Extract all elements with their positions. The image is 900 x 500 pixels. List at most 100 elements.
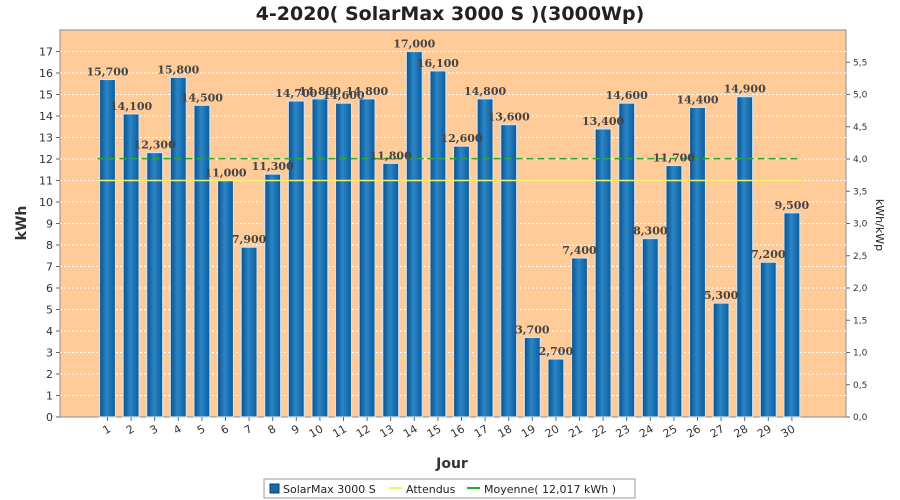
data-label: 14,100: [110, 100, 152, 113]
legend: SolarMax 3000 S Attendus Moyenne( 12,017…: [263, 478, 636, 499]
bar: [334, 102, 353, 418]
x-tick-label: 20: [543, 422, 562, 440]
bar: [146, 151, 164, 418]
x-tick-label: 6: [218, 422, 231, 437]
y2-tick-label: 1,5: [853, 316, 867, 326]
x-tick-label: 4: [171, 422, 184, 437]
data-label: 14,900: [724, 83, 766, 96]
data-labels: 15,700 14,100 12,300 15,800 14,500 11,000 7,90…: [86, 38, 809, 358]
x-tick-label: 16: [448, 422, 467, 440]
x-tick-label: 2: [124, 422, 137, 437]
data-label: 14,700: [275, 87, 317, 100]
bar: [783, 212, 801, 418]
x-tick-label: 8: [266, 422, 279, 437]
x-tick-label: 13: [378, 422, 397, 440]
x-tick-label: 10: [307, 422, 326, 440]
y-tick-label: 0: [46, 411, 53, 424]
data-label: 15,800: [157, 63, 199, 76]
y2-tick-label: 1,0: [853, 349, 868, 359]
legend-label-moyenne: Moyenne( 12,017 kWh ): [484, 483, 616, 496]
data-label: 14,800: [464, 85, 506, 98]
data-label: 14,800: [299, 85, 341, 98]
x-tick-label: 14: [401, 422, 420, 440]
x-axis-title: Jour: [435, 456, 468, 472]
data-label: 13,600: [488, 111, 530, 124]
x-tick-label: 1: [100, 422, 113, 437]
data-label: 7,900: [232, 233, 267, 246]
y-tick-label: 4: [46, 325, 53, 338]
data-label: 12,600: [440, 132, 482, 145]
legend-swatch-bars: [269, 483, 280, 494]
bar: [429, 70, 447, 418]
y2-tick-label: 3,0: [853, 220, 868, 230]
y-tick-label: 11: [39, 175, 53, 188]
x-tick-label: 25: [661, 422, 680, 440]
bar: [759, 261, 777, 418]
y2-tick-label: 5,5: [853, 58, 867, 68]
data-label: 13,400: [582, 115, 624, 128]
data-label: 11,800: [370, 149, 412, 162]
y-tick-label: 6: [46, 282, 53, 295]
x-tick-label: 24: [637, 422, 656, 440]
x-tick-label: 30: [779, 422, 798, 440]
data-label: 11,000: [204, 167, 246, 180]
data-label: 14,600: [606, 89, 648, 102]
y-tick-label: 14: [39, 110, 53, 123]
x-tick-label: 12: [354, 422, 373, 440]
x-tick-label: 18: [496, 422, 515, 440]
bar: [193, 104, 211, 418]
y-tick-label: 10: [39, 196, 53, 209]
y-axis-title: kWh: [14, 206, 30, 241]
y2-tick-label: 2,0: [853, 284, 868, 294]
data-label: 14,400: [676, 93, 718, 106]
y-tick-label: 16: [39, 67, 53, 80]
y-tick-label: 12: [39, 153, 53, 166]
data-label: 7,200: [751, 248, 786, 261]
y2-tick-label: 5,0: [853, 91, 868, 101]
x-tick-label: 9: [289, 422, 302, 437]
bar: [216, 179, 235, 418]
y2-tick-label: 4,5: [853, 123, 867, 133]
legend-label-bars: SolarMax 3000 S: [283, 483, 376, 496]
reference-lines: [97, 157, 802, 182]
data-label: 3,700: [515, 323, 550, 336]
chart-title: 4-2020( SolarMax 3000 S )(3000Wp): [256, 3, 645, 25]
x-tick-label: 5: [195, 422, 208, 437]
data-label: 9,500: [775, 199, 810, 212]
x-tick-label: 22: [590, 422, 609, 440]
y-tick-label: 9: [46, 218, 53, 231]
bar: [452, 145, 471, 418]
x-tick-label: 21: [566, 422, 585, 440]
x-tick-label: 17: [472, 422, 491, 440]
x-tick-label: 26: [684, 422, 703, 440]
y2-axis-title: kWh/kWp: [873, 199, 886, 251]
bars: [98, 50, 801, 418]
bar: [476, 98, 494, 418]
bar: [264, 173, 282, 418]
y2-tick-label: 0,0: [853, 413, 868, 423]
y-tick-label: 2: [46, 368, 53, 381]
x-tick-label: 23: [614, 422, 633, 440]
y2-tick-label: 4,0: [853, 155, 868, 165]
y-tick-label: 17: [39, 46, 53, 59]
x-tick-label: 7: [242, 422, 255, 437]
y2-tick-label: 2,5: [853, 252, 867, 262]
x-tick-label: 19: [519, 422, 538, 440]
y2-tick-label: 3,5: [853, 187, 867, 197]
y-tick-label: 15: [39, 89, 53, 102]
data-label: 2,700: [539, 345, 574, 358]
bar: [169, 76, 187, 418]
y-tick-label: 5: [46, 304, 53, 317]
bar: [641, 237, 659, 418]
data-label: 17,000: [393, 38, 435, 51]
data-label: 11,700: [653, 151, 695, 164]
data-label: 15,700: [86, 65, 128, 78]
data-label: 7,400: [562, 244, 597, 257]
x-tick-label: 15: [425, 422, 444, 440]
data-label: 5,300: [704, 289, 739, 302]
y-tick-label: 3: [46, 347, 53, 360]
data-label: 14,800: [346, 85, 388, 98]
data-label: 14,600: [322, 89, 364, 102]
